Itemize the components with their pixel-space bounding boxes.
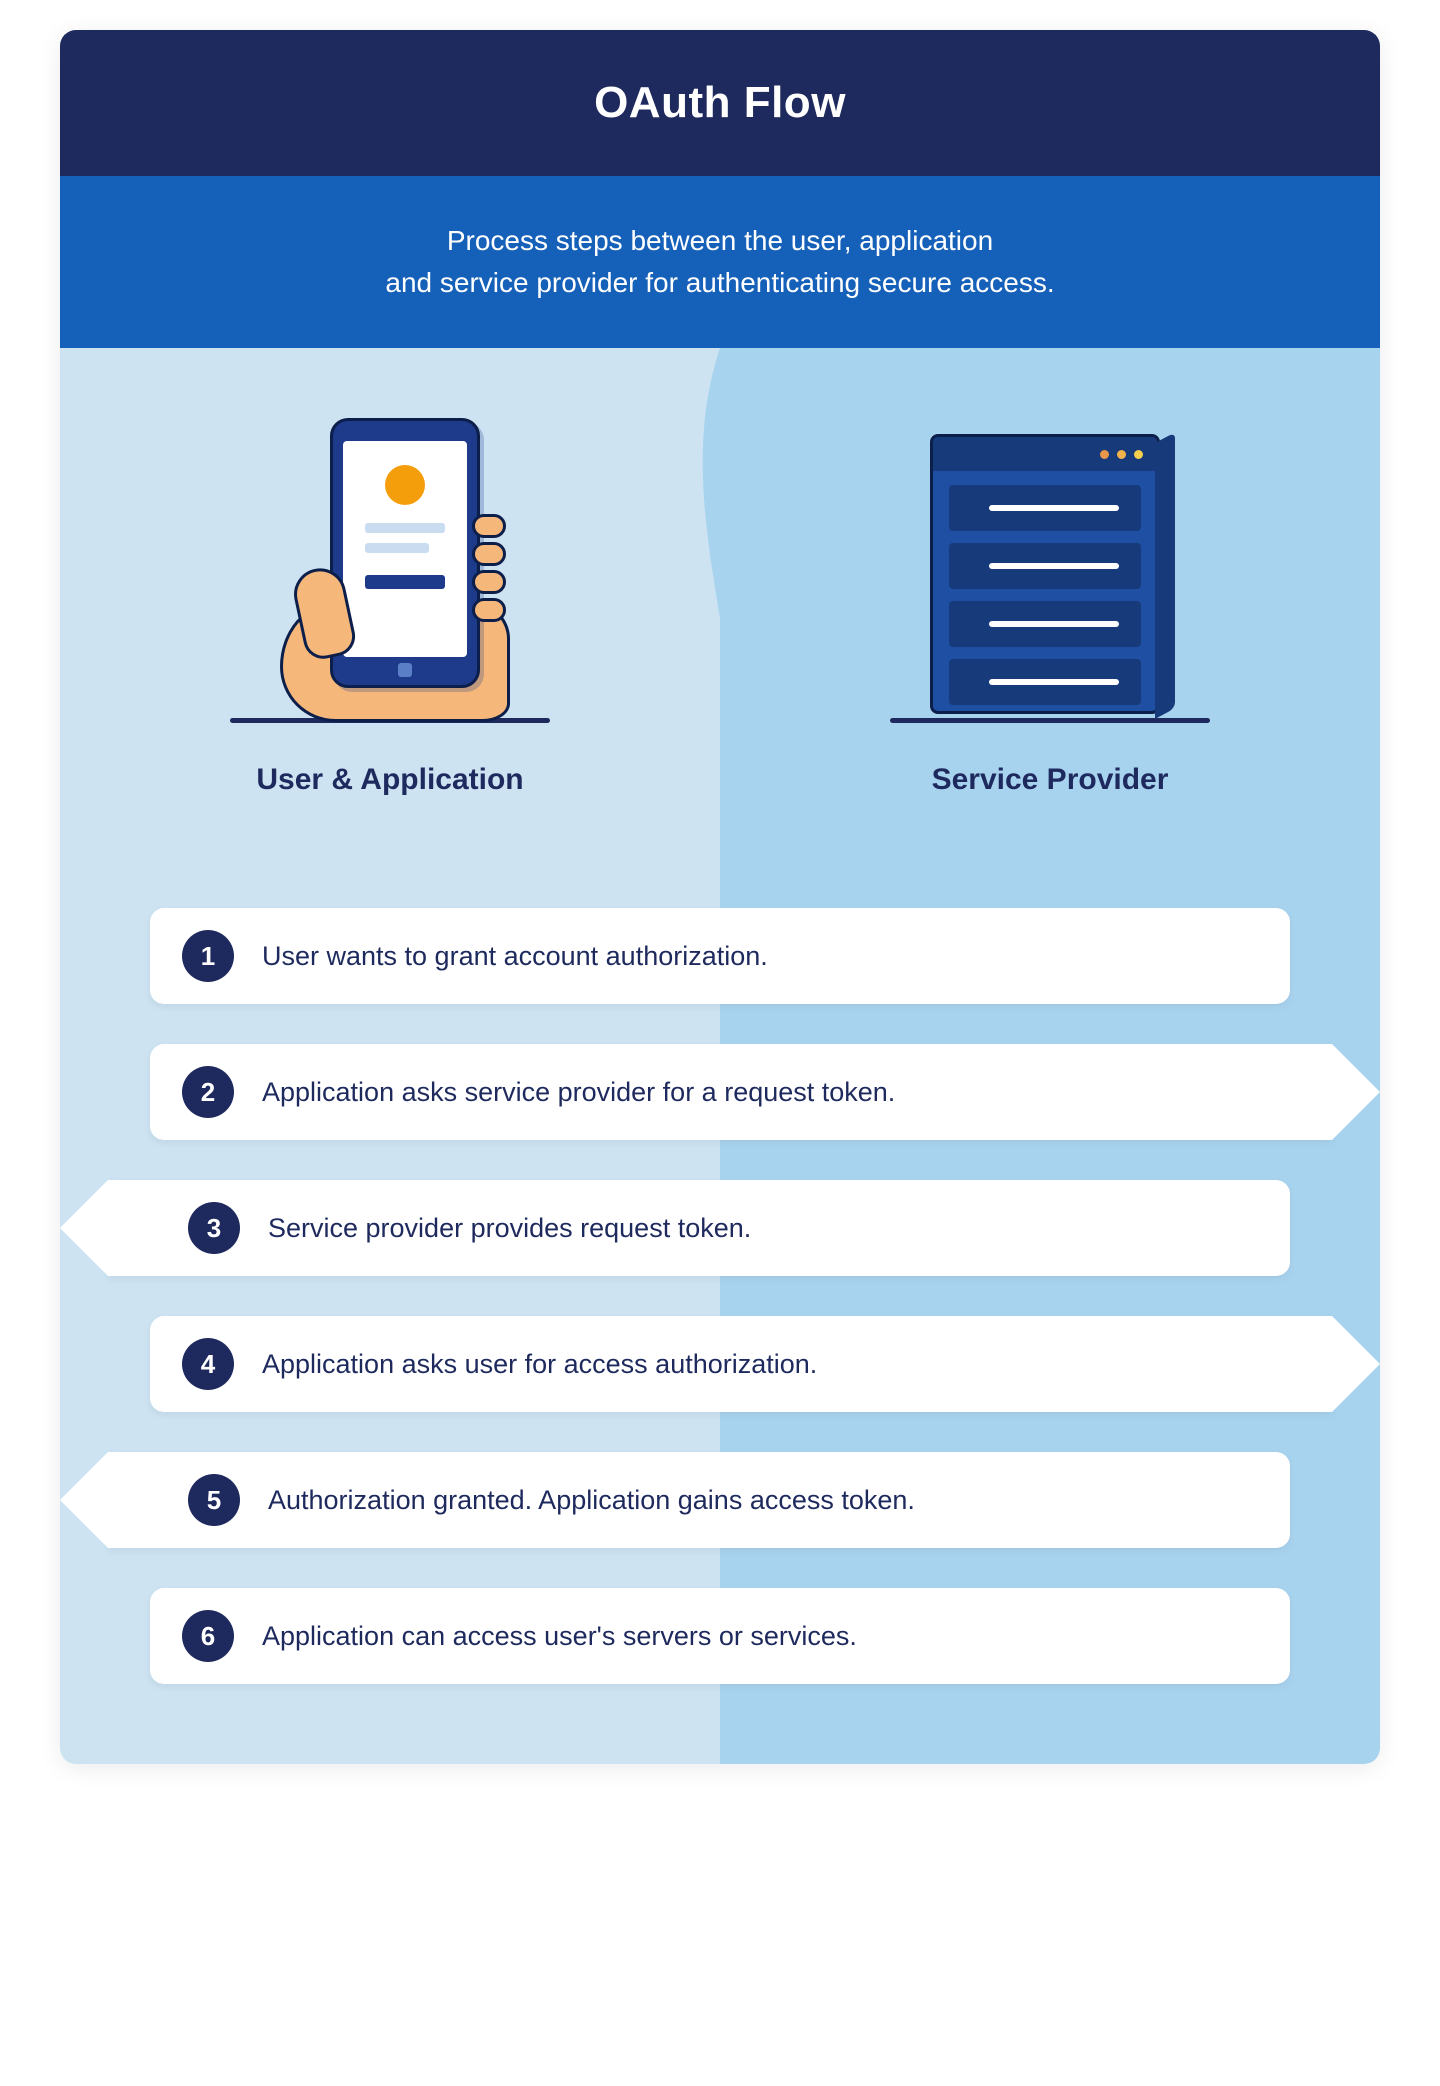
- oauth-flow-infographic: OAuth Flow Process steps between the use…: [60, 30, 1380, 1764]
- step-card: 1 User wants to grant account authorizati…: [150, 908, 1290, 1004]
- step-text: Application asks user for access authori…: [262, 1349, 817, 1380]
- arrow-right-icon: [1332, 1316, 1380, 1412]
- step-row: 6 Application can access user's servers o…: [60, 1588, 1380, 1684]
- step-text: Service provider provides request token.: [268, 1213, 751, 1244]
- step-number-badge: 5: [188, 1474, 240, 1526]
- column-user-application: User & Application: [60, 348, 720, 868]
- step-number-badge: 3: [188, 1202, 240, 1254]
- step-card: 3 Service provider provides request token…: [108, 1180, 1290, 1276]
- step-number-badge: 1: [182, 930, 234, 982]
- step-row: 3 Service provider provides request token…: [60, 1180, 1380, 1276]
- step-card: 2 Application asks service provider for a…: [150, 1044, 1332, 1140]
- step-text: Application asks service provider for a …: [262, 1077, 895, 1108]
- step-text: Application can access user's servers or…: [262, 1621, 857, 1652]
- server-rack-icon: [900, 408, 1200, 718]
- arrow-left-icon: [60, 1452, 108, 1548]
- steps-list: 1 User wants to grant account authorizati…: [60, 868, 1380, 1764]
- infographic-title: OAuth Flow: [100, 78, 1340, 128]
- step-text: User wants to grant account authorizatio…: [262, 941, 768, 972]
- infographic-subtitle: Process steps between the user, applicat…: [120, 220, 1320, 304]
- step-row: 1 User wants to grant account authorizati…: [60, 908, 1380, 1004]
- column-label-left: User & Application: [256, 763, 523, 797]
- step-card: 4 Application asks user for access author…: [150, 1316, 1332, 1412]
- column-label-right: Service Provider: [932, 763, 1169, 797]
- step-row: 4 Application asks user for access author…: [60, 1316, 1380, 1412]
- column-service-provider: Service Provider: [720, 348, 1380, 868]
- step-number-badge: 4: [182, 1338, 234, 1390]
- arrow-left-icon: [60, 1180, 108, 1276]
- step-number-badge: 2: [182, 1066, 234, 1118]
- title-band: OAuth Flow: [60, 30, 1380, 176]
- step-number-badge: 6: [182, 1610, 234, 1662]
- step-row: 5 Authorization granted. Application gain…: [60, 1452, 1380, 1548]
- step-text: Authorization granted. Application gains…: [268, 1485, 915, 1516]
- arrow-right-icon: [1332, 1044, 1380, 1140]
- step-card: 6 Application can access user's servers o…: [150, 1588, 1290, 1684]
- step-row: 2 Application asks service provider for a…: [60, 1044, 1380, 1140]
- phone-in-hand-icon: [240, 408, 540, 718]
- infographic-wrapper: OAuth Flow Process steps between the use…: [0, 0, 1440, 1824]
- step-card: 5 Authorization granted. Application gain…: [108, 1452, 1290, 1548]
- subtitle-band: Process steps between the user, applicat…: [60, 176, 1380, 348]
- columns-area: User & Application: [60, 348, 1380, 868]
